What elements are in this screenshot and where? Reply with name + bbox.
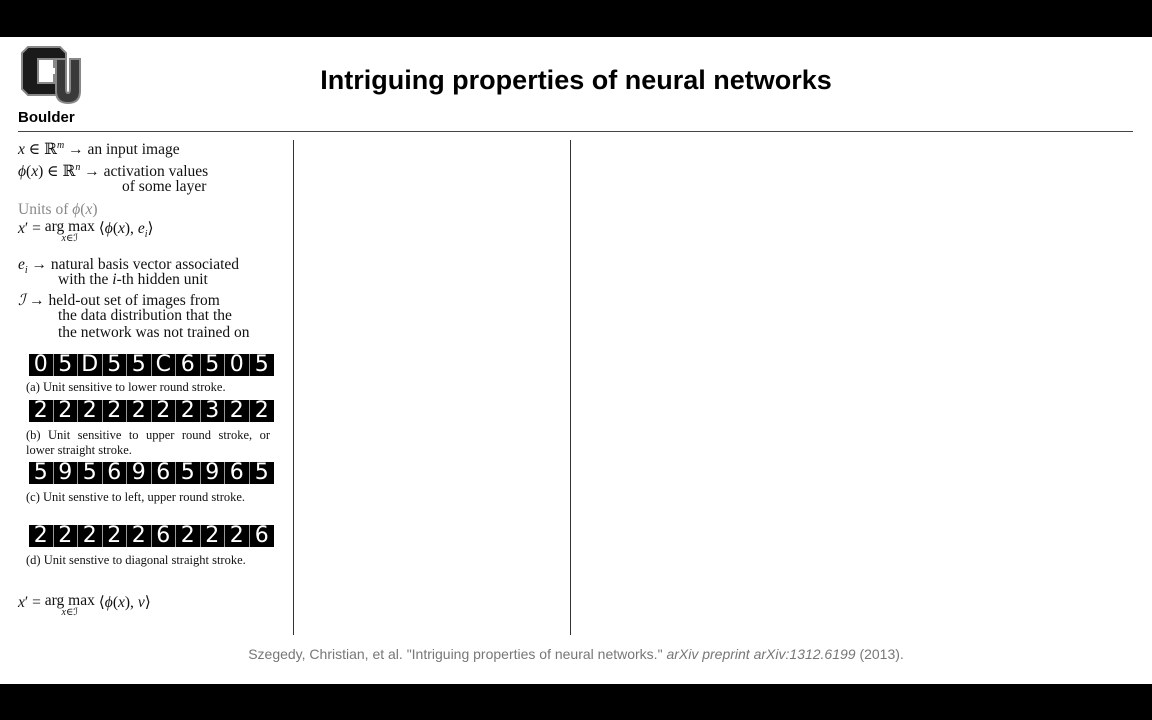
digit-cell: 2 (29, 400, 54, 422)
citation-authors: Szegedy, Christian, et al. "Intriguing p… (248, 646, 663, 662)
title-divider (18, 131, 1133, 132)
digit-cell: 5 (201, 354, 225, 376)
column-divider-right (570, 140, 571, 635)
digit-cell: 5 (78, 462, 103, 484)
caption-b: (b) Unit sensitive to upper round stroke… (26, 428, 270, 457)
digit-cell: 9 (127, 462, 152, 484)
units-heading: Units of ϕ(x) (18, 201, 98, 218)
digit-cell: 2 (78, 400, 103, 422)
heldout-text-3: the network was not trained on (58, 324, 250, 341)
digit-cell: 6 (103, 462, 127, 484)
logo-wordmark: Boulder (18, 109, 75, 126)
digit-cell: 6 (152, 525, 176, 547)
cu-boulder-logo-icon (21, 46, 81, 105)
digit-cell: 2 (78, 525, 103, 547)
digit-cell: 6 (225, 462, 250, 484)
argmax-direction-formula: x′ = arg max x∈ℐ ⟨ϕ(x), v⟩ (18, 592, 151, 618)
digit-cell: 2 (152, 400, 176, 422)
units-heading-text: Units of (18, 201, 69, 218)
digit-cell: 2 (176, 400, 201, 422)
digit-cell: C (152, 354, 176, 376)
column-divider-left (293, 140, 294, 635)
digit-cell: 2 (54, 400, 78, 422)
digit-cell: 0 (225, 354, 250, 376)
heldout-text-1: held-out set of images from (48, 292, 220, 309)
basis-text-1: natural basis vector associated (50, 256, 240, 273)
caption-d: (d) Unit senstive to diagonal straight s… (26, 553, 246, 567)
digit-cell: 0 (29, 354, 54, 376)
digit-cell: 2 (103, 400, 127, 422)
argmax-basis-formula: x′ = arg max x∈ℐ ⟨ϕ(x), ei⟩ (18, 218, 154, 244)
heldout-text-2: the data distribution that the (58, 307, 232, 324)
digit-cell: 9 (201, 462, 225, 484)
citation-journal: arXiv preprint arXiv:1312.6199 (666, 646, 856, 662)
digit-cell: 5 (127, 354, 152, 376)
digit-cell: 2 (103, 525, 127, 547)
digit-cell: 5 (29, 462, 54, 484)
digit-cell: 5 (54, 354, 78, 376)
basis-text-2: with the (58, 271, 109, 288)
citation: Szegedy, Christian, et al. "Intriguing p… (0, 646, 1152, 662)
basis-line-2: with the i-th hidden unit (58, 271, 208, 288)
digit-cell: 6 (254, 525, 269, 547)
slide: Boulder Intriguing properties of neural … (0, 37, 1152, 684)
caption-c: (c) Unit senstive to left, upper round s… (26, 490, 246, 504)
digit-cell: 9 (54, 462, 78, 484)
digit-cell: 2 (254, 400, 269, 422)
activation-text-2: of some layer (122, 178, 207, 195)
digit-cell: 2 (127, 525, 152, 547)
heldout-line: ℐ → held-out set of images from (18, 292, 220, 309)
cu-boulder-logo: Boulder (18, 43, 86, 127)
caption-a: (a) Unit sensitive to lower round stroke… (26, 380, 226, 394)
input-image-text: an input image (87, 141, 180, 158)
basis-vector-line: ei → natural basis vector associated (18, 256, 240, 276)
digit-cell: 2 (29, 525, 54, 547)
digit-cell: D (78, 354, 103, 376)
digit-cell: 5 (103, 354, 127, 376)
digit-cell: 2 (225, 525, 250, 547)
digit-cell: 2 (54, 525, 78, 547)
digit-cell: 6 (176, 354, 201, 376)
digit-cell: 2 (225, 400, 250, 422)
activation-line: ϕ(x) ∈ ℝn → activation values (18, 162, 209, 180)
digit-cell: 2 (127, 400, 152, 422)
digit-cell: 5 (176, 462, 201, 484)
citation-year: (2013). (859, 646, 904, 662)
digit-cell: 2 (176, 525, 201, 547)
digit-cell: 6 (152, 462, 176, 484)
slide-title: Intriguing properties of neural networks (320, 65, 832, 95)
input-image-line: x ∈ ℝm → an input image (18, 140, 180, 158)
digit-cell: 5 (254, 462, 269, 484)
basis-text-2b: -th hidden unit (116, 271, 208, 288)
digit-cell: 3 (201, 400, 225, 422)
digit-cell: 5 (254, 354, 269, 376)
digit-cell: 2 (201, 525, 225, 547)
activation-text-1: activation values (103, 163, 209, 180)
